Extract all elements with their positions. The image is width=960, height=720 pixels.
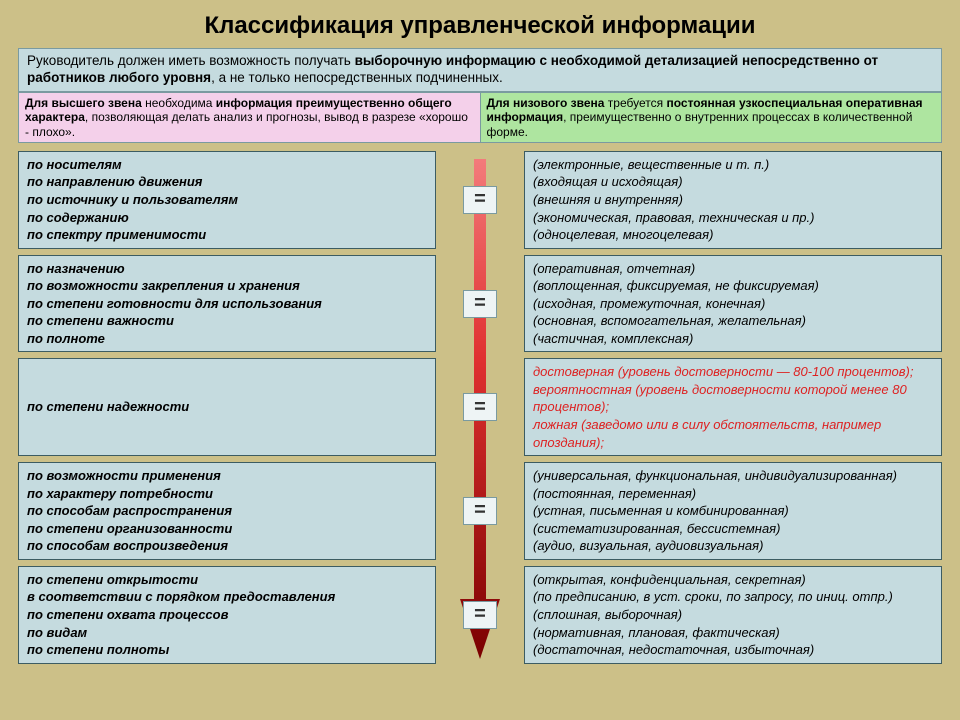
right-cell: (электронные, вещественные и т. п.) (вхо… [524,151,942,249]
equals-cell: = [436,462,524,560]
equals-cell: = [436,255,524,353]
two-col: Для высшего звена необходима информация … [18,92,942,143]
equals-box: = [463,497,497,525]
equals-cell: = [436,566,524,664]
classification-row: по степени открытости в соответствии с п… [18,566,942,664]
classification-row: по назначению по возможности закрепления… [18,255,942,353]
equals-box: = [463,290,497,318]
left-cell: по назначению по возможности закрепления… [18,255,436,353]
left-cell: по носителям по направлению движения по … [18,151,436,249]
classification-row: по степени надежности = достоверная (урове… [18,358,942,456]
equals-box: = [463,601,497,629]
right-cell: достоверная (уровень достоверности — 80-… [524,358,942,456]
left-cell: по степени надежности [18,358,436,456]
right-cell: (оперативная, отчетная) (воплощенная, фи… [524,255,942,353]
green-box: Для низового звена требуется постоянная … [480,92,943,143]
classification-row: по возможности применения по характеру п… [18,462,942,560]
rows-container: по носителям по направлению движения по … [18,151,942,664]
pink-p4: , позволяющая делать анализ и прогнозы, … [25,110,468,138]
equals-box: = [463,393,497,421]
green-p1: Для низового звена [487,96,605,110]
classification-row: по носителям по направлению движения по … [18,151,942,249]
equals-box: = [463,186,497,214]
intro-suffix: , а не только непосредственных подчиненн… [211,70,503,85]
equals-cell: = [436,358,524,456]
pink-p1: Для высшего звена [25,96,142,110]
left-cell: по возможности применения по характеру п… [18,462,436,560]
intro-box: Руководитель должен иметь возможность по… [18,48,942,92]
left-cell: по степени открытости в соответствии с п… [18,566,436,664]
pink-p2: необходима [142,96,216,110]
right-cell: (универсальная, функциональная, индивиду… [524,462,942,560]
pink-box: Для высшего звена необходима информация … [18,92,480,143]
page-title: Классификация управленческой информации [0,0,960,48]
intro-prefix: Руководитель должен иметь возможность по… [27,53,355,68]
right-cell: (открытая, конфиденциальная, секретная) … [524,566,942,664]
green-p2: требуется [604,96,666,110]
equals-cell: = [436,151,524,249]
